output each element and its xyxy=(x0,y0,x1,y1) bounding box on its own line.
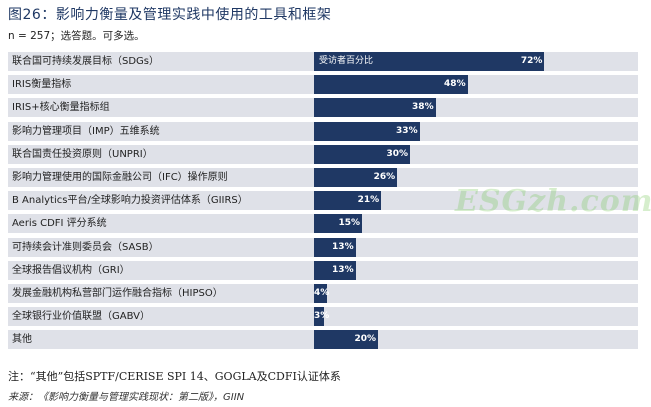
data-label: 20% xyxy=(354,334,376,344)
bar xyxy=(314,122,420,141)
bar xyxy=(314,98,436,117)
category-label: IRIS衡量指标 xyxy=(12,79,72,90)
category-label: IRIS+核心衡量指标组 xyxy=(12,102,110,113)
data-label: 13% xyxy=(332,265,354,275)
bar xyxy=(314,191,382,210)
bar xyxy=(314,284,327,303)
category-label: 联合国可持续发展目标（SDGs） xyxy=(12,56,160,67)
bar xyxy=(314,214,362,233)
bar xyxy=(314,52,545,71)
bar xyxy=(314,261,356,280)
data-label: 15% xyxy=(338,218,360,228)
category-label: 发展金融机构私营部门运作融合指标（HIPSO） xyxy=(12,288,223,299)
data-label: 72% xyxy=(520,56,543,66)
data-label: 13% xyxy=(332,242,354,252)
category-label: 可持续会计准则委员会（SASB） xyxy=(12,242,159,253)
category-label: 联合国责任投资原则（UNPRI） xyxy=(12,149,153,160)
data-label: 38% xyxy=(412,102,434,112)
category-label: 全球银行业价值联盟（GABV） xyxy=(12,311,150,322)
series-label: 受访者百分比 xyxy=(319,56,374,66)
chart-source: 来源：《影响力衡量与管理实践现状：第二版》，GIIN xyxy=(8,392,245,403)
bar xyxy=(314,238,356,257)
data-label: 48% xyxy=(444,79,466,89)
data-label: 33% xyxy=(396,126,418,136)
category-label: 影响力管理使用的国际金融公司（IFC）操作原则 xyxy=(12,172,228,183)
watermark-logo: ESGzh.com xyxy=(455,184,651,219)
category-label: Aeris CDFI 评分系统 xyxy=(12,218,107,229)
bar xyxy=(314,168,398,187)
data-label: 3% xyxy=(314,311,330,321)
data-label: 26% xyxy=(373,172,396,182)
bar xyxy=(314,307,324,326)
data-label: 21% xyxy=(357,195,380,205)
bar xyxy=(314,145,410,164)
category-label: 影响力管理项目（IMP）五维系统 xyxy=(12,126,160,137)
chart-subtitle: n = 257；选答题。可多选。 xyxy=(8,30,145,42)
data-label: 30% xyxy=(386,149,408,159)
category-label: B Analytics平台/全球影响力投资评估体系（GIIRS） xyxy=(12,195,248,206)
bar xyxy=(314,330,378,349)
category-label: 其他 xyxy=(12,334,32,345)
data-label: 4% xyxy=(314,288,330,298)
chart-note: 注：“其他”包括SPTF/CERISE SPI 14、GOGLA及CDFI认证体… xyxy=(8,370,341,383)
bar xyxy=(314,75,468,94)
chart-title: 图26：影响力衡量及管理实践中使用的工具和框架 xyxy=(8,7,332,23)
category-label: 全球报告倡议机构（GRI） xyxy=(12,265,130,276)
